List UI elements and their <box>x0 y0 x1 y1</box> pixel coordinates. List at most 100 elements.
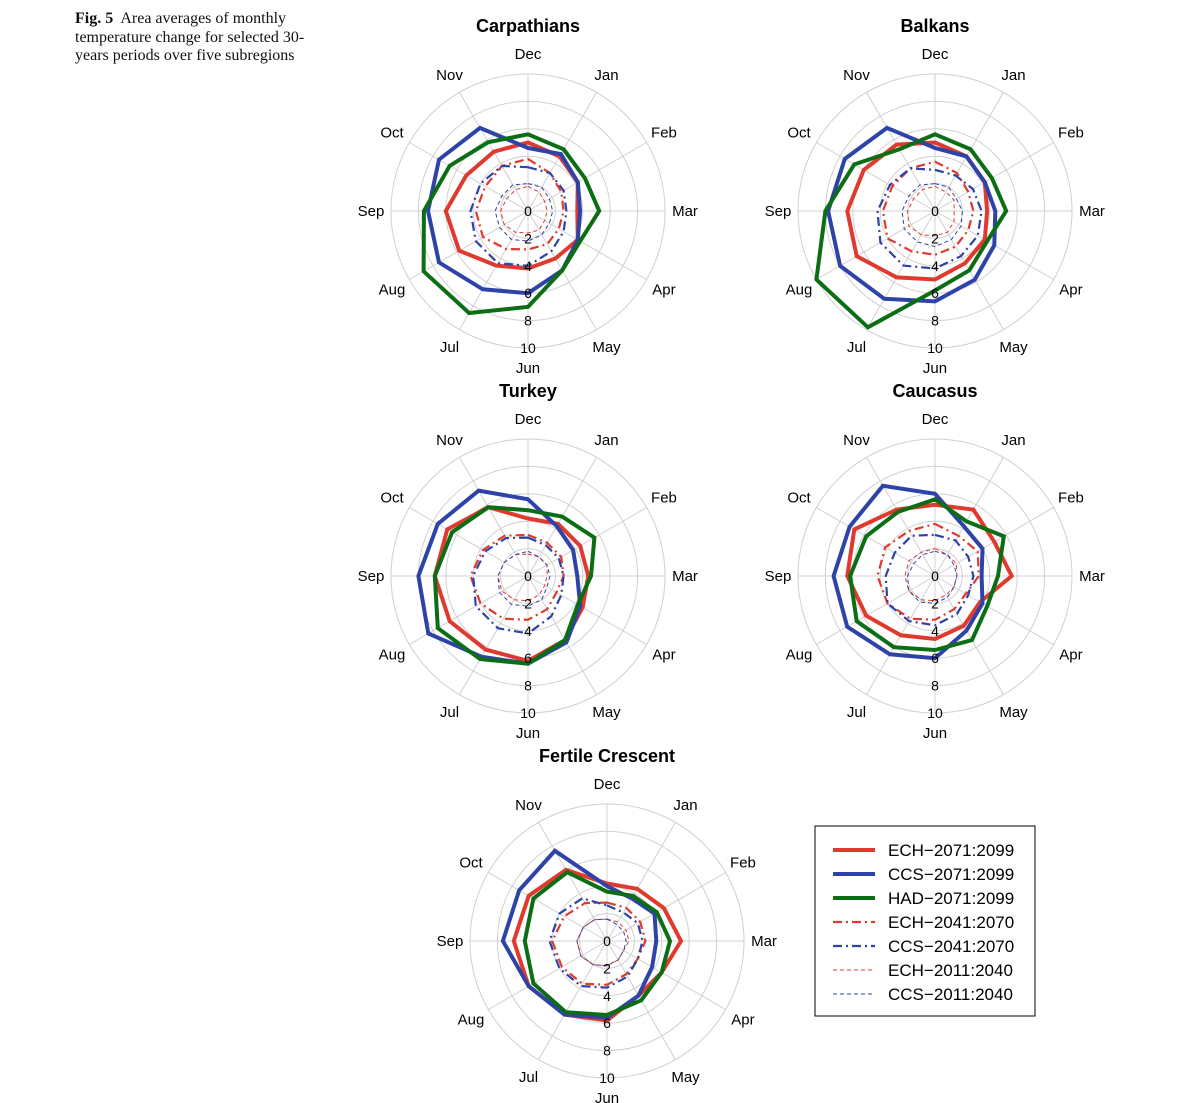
month-label: Mar <box>751 933 777 950</box>
month-label: Feb <box>651 125 677 142</box>
spoke <box>934 142 1054 212</box>
radar-turkey: 0 2 4 6 8 10 Dec Jan Feb Mar Apr May Jun Jul Aug Sep Oct… <box>358 381 698 742</box>
month-label: May <box>999 339 1028 356</box>
spoke <box>816 210 936 280</box>
legend: ECH−2071:2099 CCS−2071:2099 HAD−2071:2099 E… <box>814 825 1036 1017</box>
chart-title: Caucasus <box>892 381 977 401</box>
chart-title: Carpathians <box>476 16 580 36</box>
spoke <box>816 575 936 645</box>
figure-label: Fig. 5 <box>75 10 114 27</box>
chart-title: Balkans <box>900 16 969 36</box>
month-label: Oct <box>787 490 811 507</box>
r-tick-label: 4 <box>931 258 939 274</box>
month-label: Jan <box>673 797 697 814</box>
month-label: Jul <box>440 704 459 721</box>
month-label: Oct <box>380 490 404 507</box>
series-ccs-2041-2070 <box>884 533 975 627</box>
month-label: May <box>592 339 621 356</box>
legend-label: ECH−2011:2040 <box>888 961 1013 980</box>
series-had-2071-2099 <box>432 505 597 666</box>
month-label: Nov <box>843 67 870 84</box>
spoke <box>866 92 936 212</box>
month-label: Aug <box>458 1012 485 1029</box>
series-ccs-2071-2099 <box>500 848 659 1020</box>
series-ccs-2011-2040 <box>576 918 627 967</box>
month-label: Apr <box>652 282 675 299</box>
series-ech-2011-2040 <box>500 185 548 234</box>
spoke <box>866 210 936 330</box>
month-label: Jun <box>595 1090 619 1103</box>
month-label: Sep <box>358 568 385 585</box>
figure-caption: Fig. 5 Area averages of monthly temperat… <box>75 10 325 66</box>
radar-fertile-crescent: 0 2 4 6 8 10 Dec Jan Feb Mar Apr May Jun Jul Aug Sep Oct… <box>437 746 777 1103</box>
month-label: Aug <box>786 647 813 664</box>
month-label: Apr <box>1059 282 1082 299</box>
spoke <box>527 575 647 645</box>
spoke <box>409 507 529 577</box>
month-label: Feb <box>651 490 677 507</box>
month-label: Nov <box>515 797 542 814</box>
chart-title: Turkey <box>499 381 557 401</box>
spoke <box>606 822 676 942</box>
spoke <box>934 575 1054 645</box>
r-tick-label: 4 <box>931 623 939 639</box>
series-ccs-2041-2070 <box>472 536 565 635</box>
r-tick-label: 0 <box>931 203 939 219</box>
legend-box <box>814 825 1036 1017</box>
r-tick-label: 6 <box>931 650 939 666</box>
month-label: May <box>671 1069 700 1086</box>
series-ech-2011-2040 <box>904 548 958 602</box>
month-label: Jul <box>847 704 866 721</box>
month-label: Mar <box>1079 568 1105 585</box>
month-label: Jun <box>516 360 540 377</box>
month-label: Oct <box>459 855 483 872</box>
month-label: Sep <box>437 933 464 950</box>
series-ccs-2071-2099 <box>831 483 985 661</box>
r-tick-label: 6 <box>603 1015 611 1031</box>
spoke <box>527 142 647 212</box>
series-ech-2041-2070 <box>876 522 980 621</box>
month-label: Nov <box>436 67 463 84</box>
series-ccs-2071-2099 <box>826 125 998 304</box>
spoke <box>816 142 936 212</box>
month-label: Jan <box>1001 432 1025 449</box>
series-ccs-2041-2070 <box>469 164 568 267</box>
legend-label: HAD−2071:2099 <box>888 889 1014 908</box>
r-tick-label: 2 <box>931 595 939 611</box>
series-ech-2071-2099 <box>845 502 1015 642</box>
legend-label: ECH−2041:2070 <box>888 913 1014 932</box>
r-tick-label: 6 <box>931 285 939 301</box>
r-tick-label: 8 <box>931 678 939 694</box>
spoke <box>538 940 608 1060</box>
month-label: Aug <box>379 282 406 299</box>
radar-caucasus: 0 2 4 6 8 10 Dec Jan Feb Mar Apr May Jun Jul Aug Sep Oct… <box>765 381 1105 742</box>
month-label: Jul <box>519 1069 538 1086</box>
r-tick-label: 10 <box>927 705 943 721</box>
series-ccs-2011-2040 <box>497 550 551 607</box>
month-label: May <box>592 704 621 721</box>
month-label: Feb <box>1058 125 1084 142</box>
spoke <box>527 507 647 577</box>
series-had-2071-2099 <box>421 132 602 316</box>
r-tick-label: 0 <box>603 933 611 949</box>
month-label: Nov <box>843 432 870 449</box>
spoke <box>934 92 1004 212</box>
month-label: Dec <box>515 411 542 428</box>
spoke <box>488 872 608 942</box>
month-label: Sep <box>765 568 792 585</box>
spoke <box>527 92 597 212</box>
month-label: Mar <box>1079 203 1105 220</box>
spoke <box>606 872 726 942</box>
radar-carpathians: 0 2 4 6 8 10 Dec Jan Feb Mar Apr May Jun Jul Aug Sep Oct… <box>358 16 698 377</box>
month-label: Aug <box>786 282 813 299</box>
r-tick-label: 6 <box>524 650 532 666</box>
chart-title: Fertile Crescent <box>539 746 675 766</box>
month-label: Jan <box>1001 67 1025 84</box>
spoke <box>409 142 529 212</box>
r-tick-label: 10 <box>520 340 536 356</box>
r-tick-label: 4 <box>524 258 532 274</box>
month-label: Apr <box>652 647 675 664</box>
month-label: Mar <box>672 568 698 585</box>
series-had-2071-2099 <box>522 869 673 1018</box>
r-tick-label: 8 <box>603 1043 611 1059</box>
